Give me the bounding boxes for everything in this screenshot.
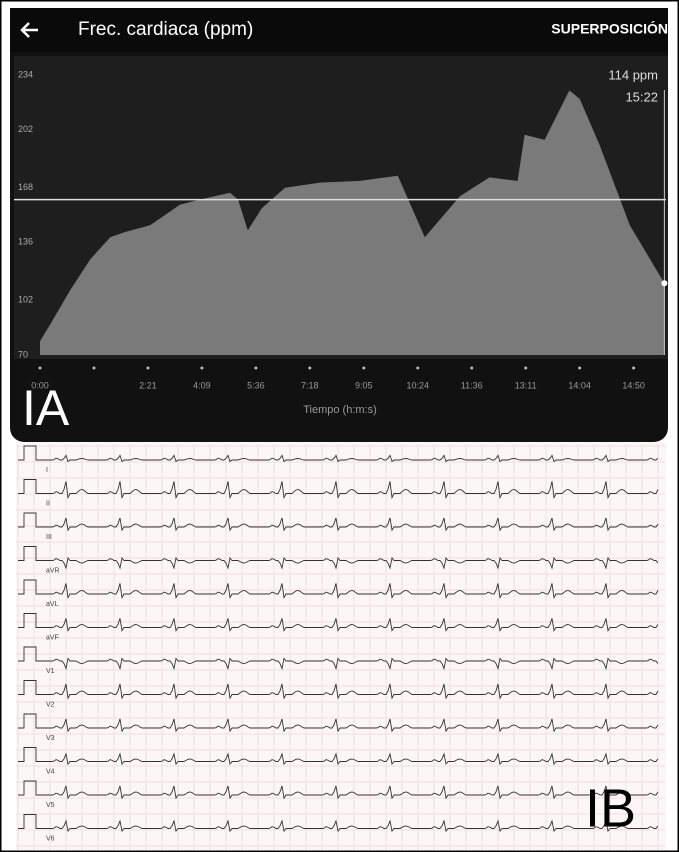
x-tick-label: 4:09 <box>193 380 211 390</box>
lead-label: V4 <box>46 768 55 775</box>
lead-label: I <box>46 467 48 474</box>
annotation: 114 ppm <box>608 67 658 82</box>
x-tick <box>416 367 419 370</box>
lead-label: V6 <box>46 835 55 842</box>
ecg-panel <box>16 442 666 850</box>
page: {"chart_data": {"type": "area", "title":… <box>0 0 679 852</box>
panel-label: IA <box>22 380 70 436</box>
x-tick <box>524 367 527 370</box>
y-tick-label: 70 <box>18 349 28 359</box>
lead-label: aVF <box>46 634 59 641</box>
current-point <box>661 280 667 286</box>
x-tick <box>200 367 203 370</box>
x-tick-label: 10:24 <box>406 380 429 390</box>
panel-label: IB <box>585 778 636 838</box>
x-tick <box>578 367 581 370</box>
lead-label: V3 <box>46 735 55 742</box>
x-tick-label: 7:18 <box>301 380 319 390</box>
x-tick <box>362 367 365 370</box>
x-tick-label: 9:05 <box>355 380 373 390</box>
y-tick-label: 168 <box>18 182 33 192</box>
x-tick <box>254 367 257 370</box>
x-tick <box>632 367 635 370</box>
x-tick <box>146 367 149 370</box>
lead-label: V1 <box>46 668 55 675</box>
x-tick <box>308 367 311 370</box>
x-tick-label: 14:50 <box>622 380 645 390</box>
y-tick-label: 102 <box>18 295 33 305</box>
x-tick <box>39 367 42 370</box>
x-tick-label: 2:21 <box>139 380 157 390</box>
x-tick-label: 14:04 <box>568 380 591 390</box>
x-tick <box>470 367 473 370</box>
x-tick-label: 5:36 <box>247 380 265 390</box>
lead-label: II <box>46 500 50 507</box>
lead-label: aVR <box>46 567 60 574</box>
lead-label: V2 <box>46 701 55 708</box>
x-tick-label: 13:11 <box>515 380 537 390</box>
lead-label: aVL <box>46 601 59 608</box>
x-tick-label: 11:36 <box>461 380 483 390</box>
lead-label: III <box>46 534 52 541</box>
figure: Frec. cardiaca (ppm) SUPERPOSICIÓN 70 102… <box>0 0 679 852</box>
x-tick <box>92 367 95 370</box>
y-tick-label: 202 <box>18 124 33 134</box>
lead-label: V5 <box>46 802 55 809</box>
annotation: 15:22 <box>625 89 658 104</box>
overlay-button[interactable]: SUPERPOSICIÓN <box>551 20 668 37</box>
chart-title: Frec. cardiaca (ppm) <box>78 19 253 40</box>
x-axis-label: Tiempo (h:m:s) <box>303 404 377 416</box>
y-tick-label: 234 <box>18 69 33 79</box>
y-tick-label: 136 <box>18 237 33 247</box>
